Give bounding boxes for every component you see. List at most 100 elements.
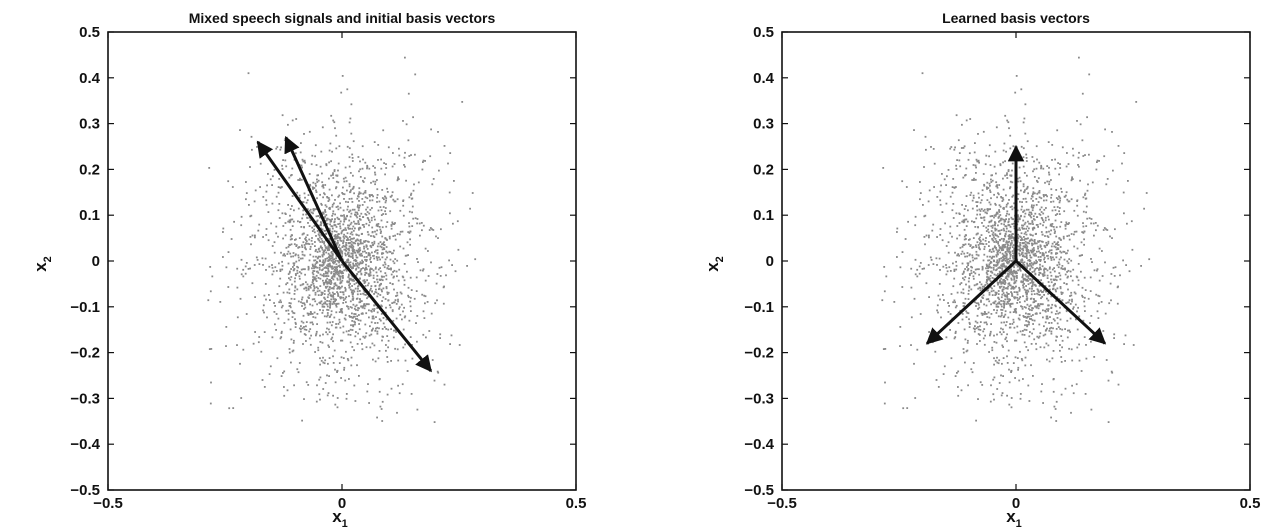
data-point (1008, 252, 1011, 255)
data-point (974, 320, 977, 323)
data-point (1050, 179, 1052, 181)
data-point (363, 307, 366, 310)
data-point (343, 228, 345, 231)
data-point (980, 208, 983, 210)
data-point (955, 264, 958, 267)
data-point (283, 370, 286, 373)
data-point (253, 264, 256, 266)
data-point (1009, 305, 1012, 308)
data-point (1043, 199, 1045, 202)
data-point (408, 225, 411, 228)
data-point (1057, 241, 1059, 244)
data-point (373, 240, 376, 243)
data-point (1032, 226, 1035, 229)
data-point (1003, 254, 1006, 257)
data-point (952, 203, 955, 205)
data-point (404, 359, 407, 362)
data-point (975, 233, 978, 236)
data-point (963, 278, 966, 281)
data-point (999, 281, 1002, 284)
data-point (373, 141, 376, 143)
data-point (316, 290, 319, 293)
data-point (1055, 197, 1058, 199)
data-point (358, 215, 361, 218)
data-point (349, 246, 352, 248)
data-point (1060, 335, 1063, 337)
data-point (316, 261, 319, 264)
data-point (1062, 268, 1064, 270)
data-point (1007, 121, 1010, 124)
data-point (1025, 254, 1028, 257)
data-point (998, 239, 1001, 241)
data-point (313, 208, 316, 211)
data-point (387, 346, 389, 349)
data-point (364, 323, 367, 326)
data-point (341, 192, 344, 194)
data-point (364, 250, 366, 253)
data-point (281, 264, 284, 267)
data-point (329, 206, 331, 209)
data-point (409, 276, 412, 279)
data-point (334, 269, 337, 272)
data-point (1003, 206, 1005, 209)
data-point (1009, 206, 1012, 208)
data-point (358, 187, 361, 190)
data-point (375, 316, 377, 318)
data-point (1002, 177, 1004, 180)
data-point (1011, 236, 1013, 238)
data-point (411, 357, 414, 360)
data-point (881, 299, 884, 302)
data-point (1095, 168, 1098, 171)
data-point (289, 302, 292, 305)
data-point (1024, 278, 1027, 281)
data-point (335, 311, 338, 314)
data-point (986, 278, 989, 281)
data-point (1013, 202, 1015, 205)
data-point (353, 349, 355, 352)
data-point (919, 313, 922, 315)
data-point (1006, 298, 1009, 300)
data-point (370, 261, 372, 263)
data-point (391, 252, 393, 255)
data-point (1055, 339, 1057, 342)
data-point (1090, 408, 1093, 411)
data-point (1012, 145, 1015, 148)
data-point (369, 325, 371, 328)
data-point (993, 302, 996, 305)
data-point (1056, 322, 1059, 325)
data-point (1019, 393, 1022, 395)
data-point (336, 287, 339, 290)
data-point (356, 364, 358, 367)
data-point (336, 273, 339, 276)
data-point (1010, 397, 1013, 399)
data-point (986, 316, 989, 318)
data-point (1084, 192, 1087, 195)
data-point (1009, 304, 1011, 307)
data-point (309, 321, 312, 324)
data-point (471, 192, 474, 194)
data-point (450, 334, 453, 337)
data-point (919, 181, 921, 183)
data-point (1013, 271, 1016, 274)
data-point (306, 216, 308, 219)
data-point (299, 221, 301, 224)
data-point (342, 209, 345, 212)
data-point (1077, 306, 1079, 309)
data-point (328, 302, 331, 305)
data-point (1066, 276, 1069, 279)
data-point (993, 357, 995, 360)
data-point (335, 242, 338, 245)
y-tick-label: −0.4 (70, 436, 100, 453)
data-point (330, 287, 333, 290)
data-point (330, 313, 333, 316)
data-point (330, 277, 333, 280)
data-point (1037, 241, 1040, 243)
data-point (374, 183, 376, 186)
data-point (992, 393, 995, 396)
data-point (990, 270, 993, 273)
data-point (1060, 293, 1063, 295)
data-point (1034, 305, 1037, 308)
data-point (1098, 247, 1101, 250)
data-point (1036, 267, 1038, 269)
data-point (405, 254, 408, 257)
